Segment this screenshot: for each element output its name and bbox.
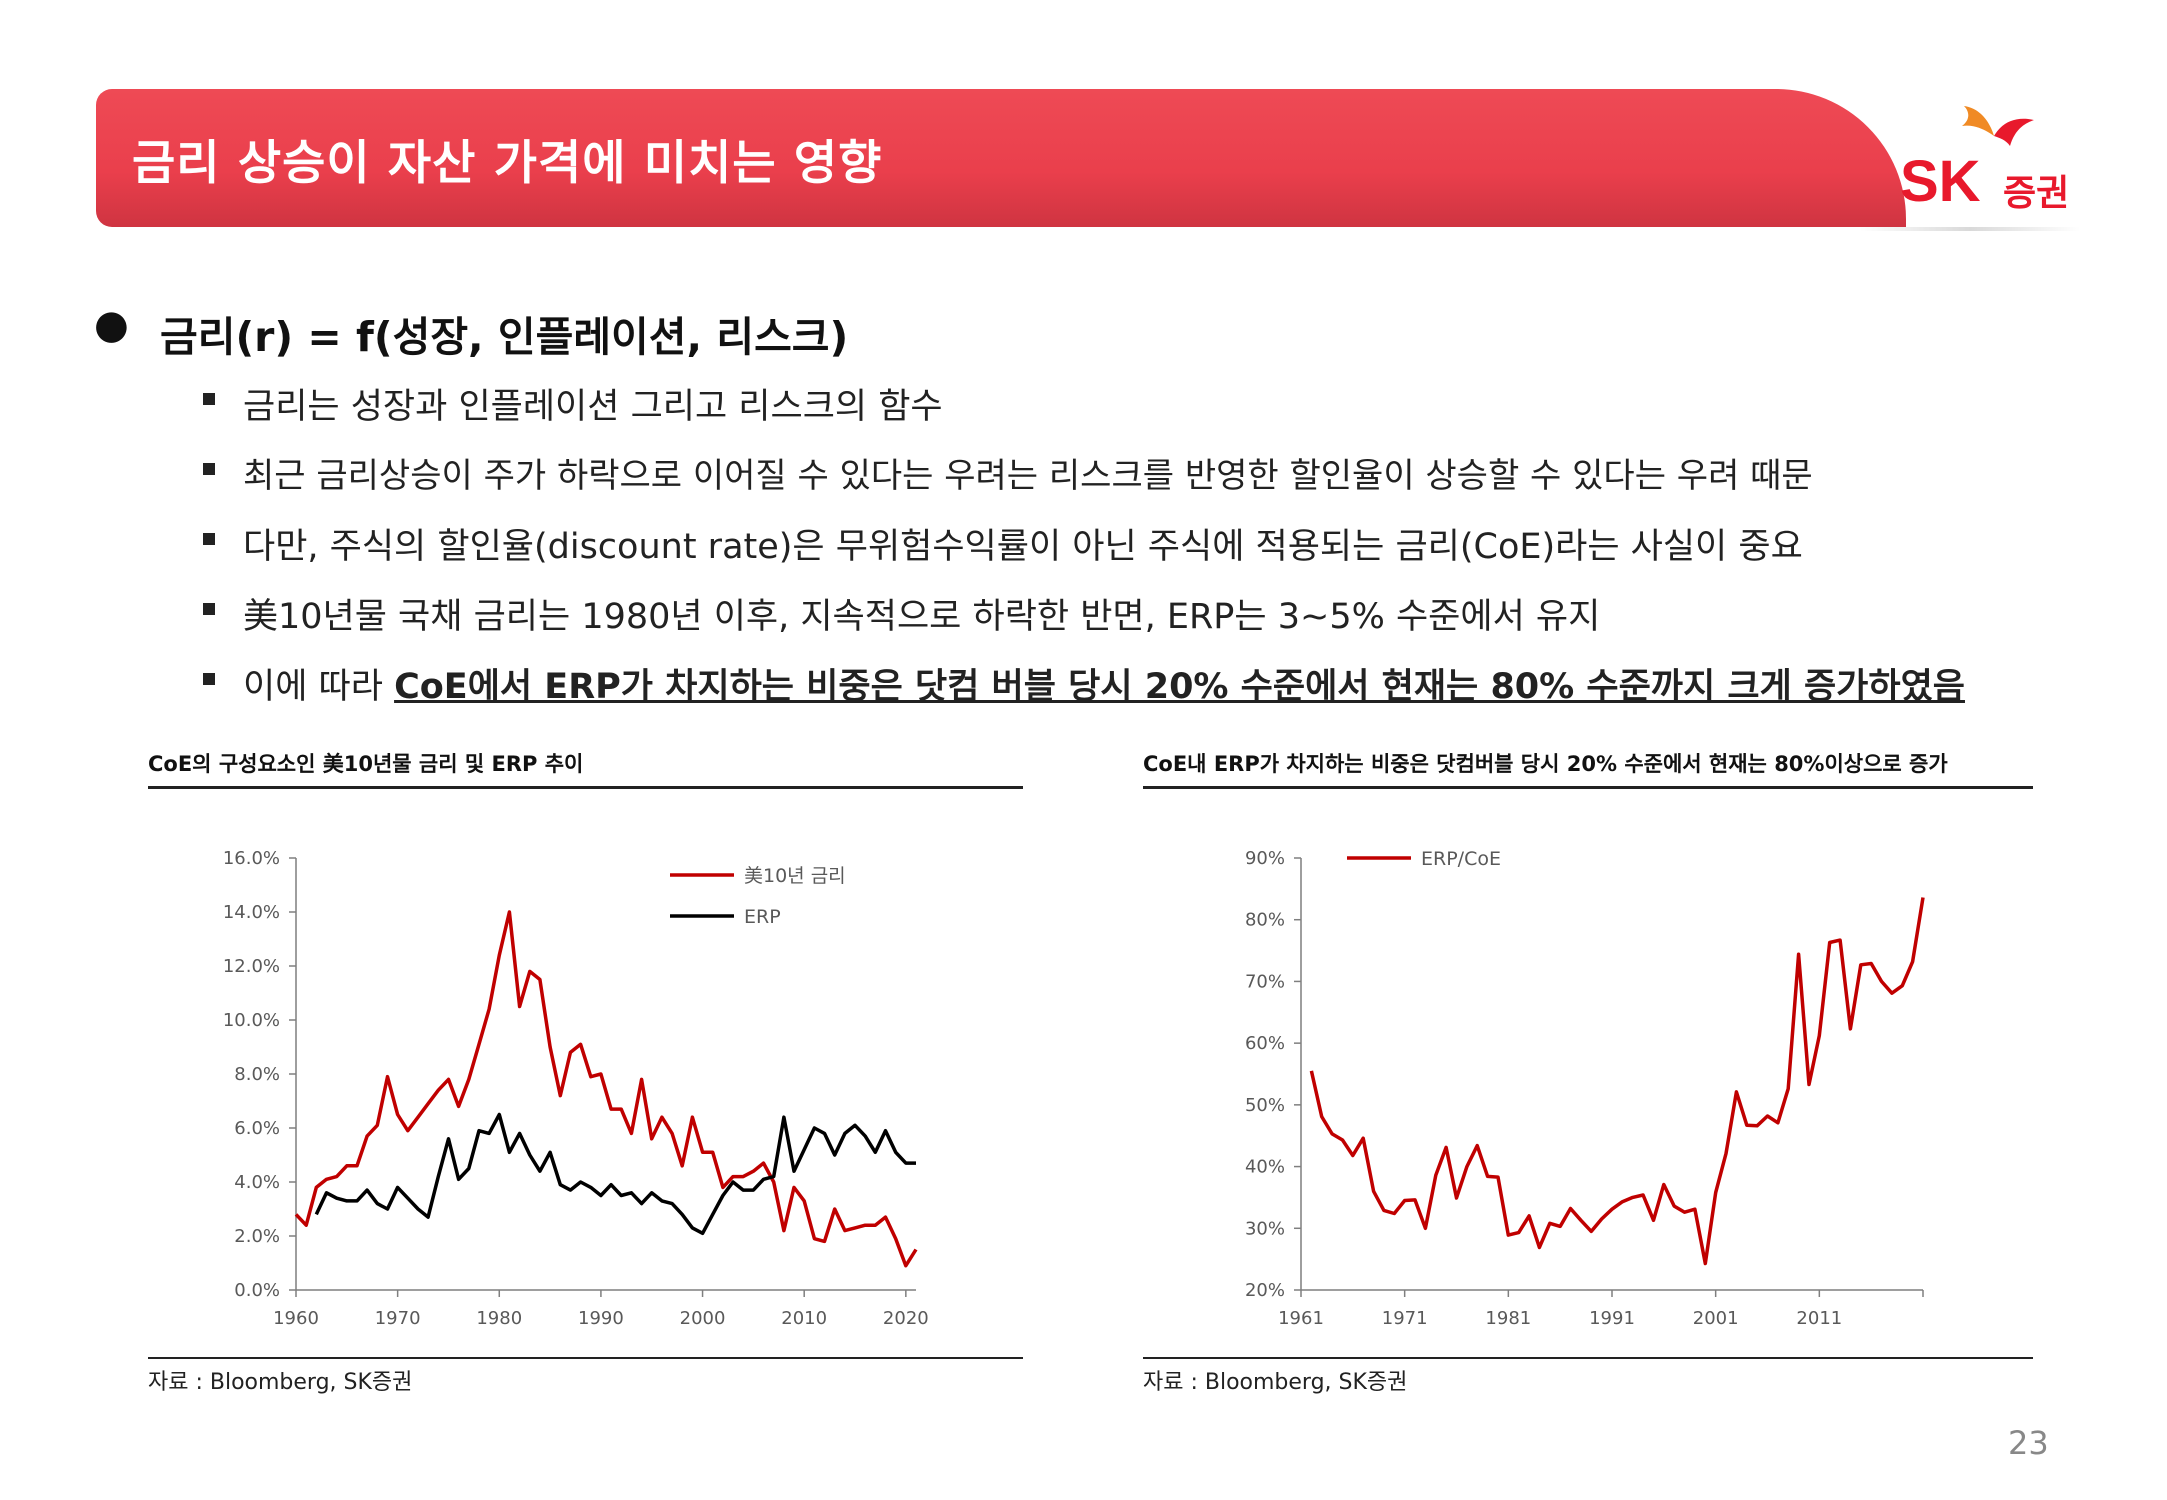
sub-point-1: 금리는 성장과 인플레이션 그리고 리스크의 함수	[243, 387, 943, 427]
x-tick-label: 1980	[476, 1308, 522, 1329]
y-tick-label: 40%	[1245, 1157, 1285, 1178]
series-line-erp-coe0	[1309, 897, 1925, 1266]
page-number: 23	[2008, 1424, 2049, 1462]
y-tick-label: 4.0%	[234, 1172, 280, 1193]
sub-point-5-prefix: 이에 따라	[243, 667, 395, 707]
legend-label: ERP/CoE	[1421, 848, 1501, 870]
logo-kr-text: 증권	[2003, 173, 2070, 214]
x-tick-label: 1961	[1278, 1308, 1324, 1329]
chart-2-title: CoE내 ERP가 차지하는 비중은 닷컴버블 당시 20% 수준에서 현재는 …	[1143, 752, 1948, 776]
page-title: 금리 상승이 자산 가격에 미치는 영향	[132, 136, 883, 191]
butterfly-icon	[1962, 106, 2034, 146]
square-bullet-icon	[203, 603, 215, 615]
y-tick-label: 80%	[1245, 910, 1285, 931]
y-tick-label: 8.0%	[234, 1064, 280, 1085]
logo-sk-text: SK	[1900, 149, 1981, 214]
sub-point-3: 다만, 주식의 할인율(discount rate)은 무위험수익률이 아닌 주…	[243, 527, 1803, 567]
square-bullet-icon	[203, 673, 215, 685]
chart-1-bottom-rule	[148, 1357, 1023, 1359]
y-tick-label: 90%	[1245, 848, 1285, 869]
x-tick-label: 1960	[273, 1308, 319, 1329]
y-tick-label: 50%	[1245, 1095, 1285, 1116]
sub-point-5-highlight: CoE에서 ERP가 차지하는 비중은 닷컴 버블 당시 20% 수준에서 현재…	[394, 667, 1965, 707]
y-tick-label: 2.0%	[234, 1226, 280, 1247]
x-tick-label: 2011	[1796, 1308, 1842, 1329]
main-point: 금리(r) = f(성장, 인플레이션, 리스크)	[160, 313, 849, 361]
y-tick-label: 14.0%	[223, 902, 280, 923]
chart-2-erp-share: 20% 30% 40% 50% 60% 70% 80% 90% 1961 1971 1981 1991…	[1245, 848, 1925, 1329]
legend-label: ERP	[744, 906, 781, 928]
x-tick-label: 1991	[1589, 1308, 1635, 1329]
header-divider	[1860, 227, 2080, 231]
chart-2-source: 자료 : Bloomberg, SK증권	[1143, 1370, 1408, 1395]
x-tick-label: 1990	[578, 1308, 624, 1329]
legend-label: 美10년 금리	[744, 865, 846, 887]
y-tick-label: 16.0%	[223, 848, 280, 869]
y-tick-label: 0.0%	[234, 1280, 280, 1301]
y-tick-label: 30%	[1245, 1218, 1285, 1239]
x-tick-label: 2010	[781, 1308, 827, 1329]
square-bullet-icon	[203, 393, 215, 405]
square-bullet-icon	[203, 533, 215, 545]
x-tick-label: 2000	[680, 1308, 726, 1329]
y-tick-label: 10.0%	[223, 1010, 280, 1031]
header-bar	[96, 89, 1906, 227]
sub-point-5: 이에 따라 CoE에서 ERP가 차지하는 비중은 닷컴 버블 당시 20% 수…	[243, 658, 1965, 709]
y-tick-label: 6.0%	[234, 1118, 280, 1139]
sk-logo: SK 증권	[1900, 100, 2100, 230]
square-bullet-icon	[203, 463, 215, 475]
y-tick-label: 20%	[1245, 1280, 1285, 1301]
chart-2-bottom-rule	[1143, 1357, 2033, 1359]
chart-1-title: CoE의 구성요소인 美10년물 금리 및 ERP 추이	[148, 752, 584, 776]
x-tick-label: 1970	[375, 1308, 421, 1329]
sub-point-4: 美10년물 국채 금리는 1980년 이후, 지속적으로 하락한 반면, ERP…	[243, 597, 1601, 637]
y-tick-label: 12.0%	[223, 956, 280, 977]
x-tick-label: 1981	[1485, 1308, 1531, 1329]
x-tick-label: 2001	[1693, 1308, 1739, 1329]
x-tick-label: 1971	[1382, 1308, 1428, 1329]
main-bullet-icon: ●	[94, 302, 129, 348]
y-tick-label: 70%	[1245, 971, 1285, 992]
y-tick-label: 60%	[1245, 1033, 1285, 1054]
chart-2-top-rule	[1143, 786, 2033, 789]
series-line-erp1	[314, 1112, 916, 1236]
chart-1-source: 자료 : Bloomberg, SK증권	[148, 1370, 413, 1395]
sub-point-2: 최근 금리상승이 주가 하락으로 이어질 수 있다는 우려는 리스크를 반영한 …	[243, 456, 1813, 496]
x-tick-label: 2020	[883, 1308, 929, 1329]
chart-1-rates-erp: 0.0% 2.0% 4.0% 6.0% 8.0% 10.0% 12.0% 14.0% 16.0%…	[223, 848, 929, 1329]
series-line--10-0	[294, 910, 918, 1268]
chart-1-top-rule	[148, 786, 1023, 789]
